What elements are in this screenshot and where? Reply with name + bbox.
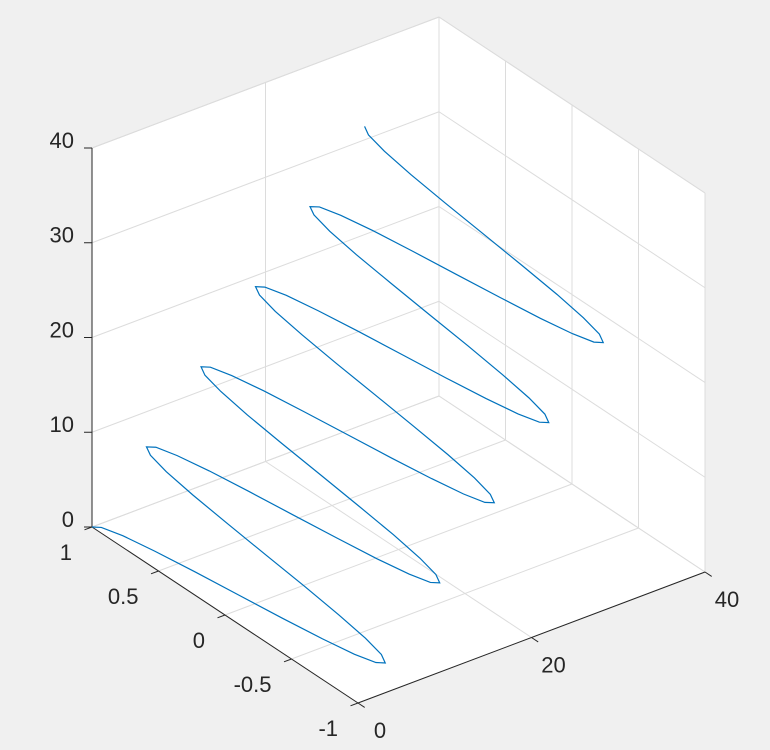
pane-edge <box>438 16 706 194</box>
tick-mark <box>350 702 359 707</box>
z-tick-label: 30 <box>50 223 74 248</box>
tick-mark <box>357 702 365 708</box>
grid-line <box>91 300 440 433</box>
x-tick-label: 0 <box>374 718 386 743</box>
grid-line <box>91 111 440 244</box>
pane-edge <box>91 16 440 149</box>
grid-line <box>438 206 706 383</box>
tick-mark <box>704 571 712 577</box>
grid-line <box>438 300 706 478</box>
x-tick-label: 40 <box>715 587 739 612</box>
tick-mark <box>150 570 159 575</box>
tick-mark <box>531 637 539 643</box>
grid-line <box>438 395 706 573</box>
y-tick-label: -1 <box>318 716 338 741</box>
z-tick-label: 0 <box>62 507 74 532</box>
grid-line <box>291 527 639 660</box>
y-tick-label: -0.5 <box>234 672 272 697</box>
y-tick-label: 1 <box>60 540 72 565</box>
z-tick-label: 20 <box>50 317 74 342</box>
x-tick-label: 20 <box>541 652 565 677</box>
tick-mark <box>217 614 226 619</box>
z-tick-label: 40 <box>50 128 74 153</box>
grid-line <box>91 206 440 338</box>
z-tick-label: 10 <box>50 412 74 437</box>
tick-mark <box>283 658 292 663</box>
data-line <box>91 126 605 664</box>
grid-line <box>224 483 573 616</box>
grid-line <box>158 439 506 572</box>
y-tick-label: 0.5 <box>108 584 139 609</box>
grid-line <box>91 395 440 528</box>
y-tick-label: 0 <box>193 628 205 653</box>
grid-line <box>438 111 706 289</box>
